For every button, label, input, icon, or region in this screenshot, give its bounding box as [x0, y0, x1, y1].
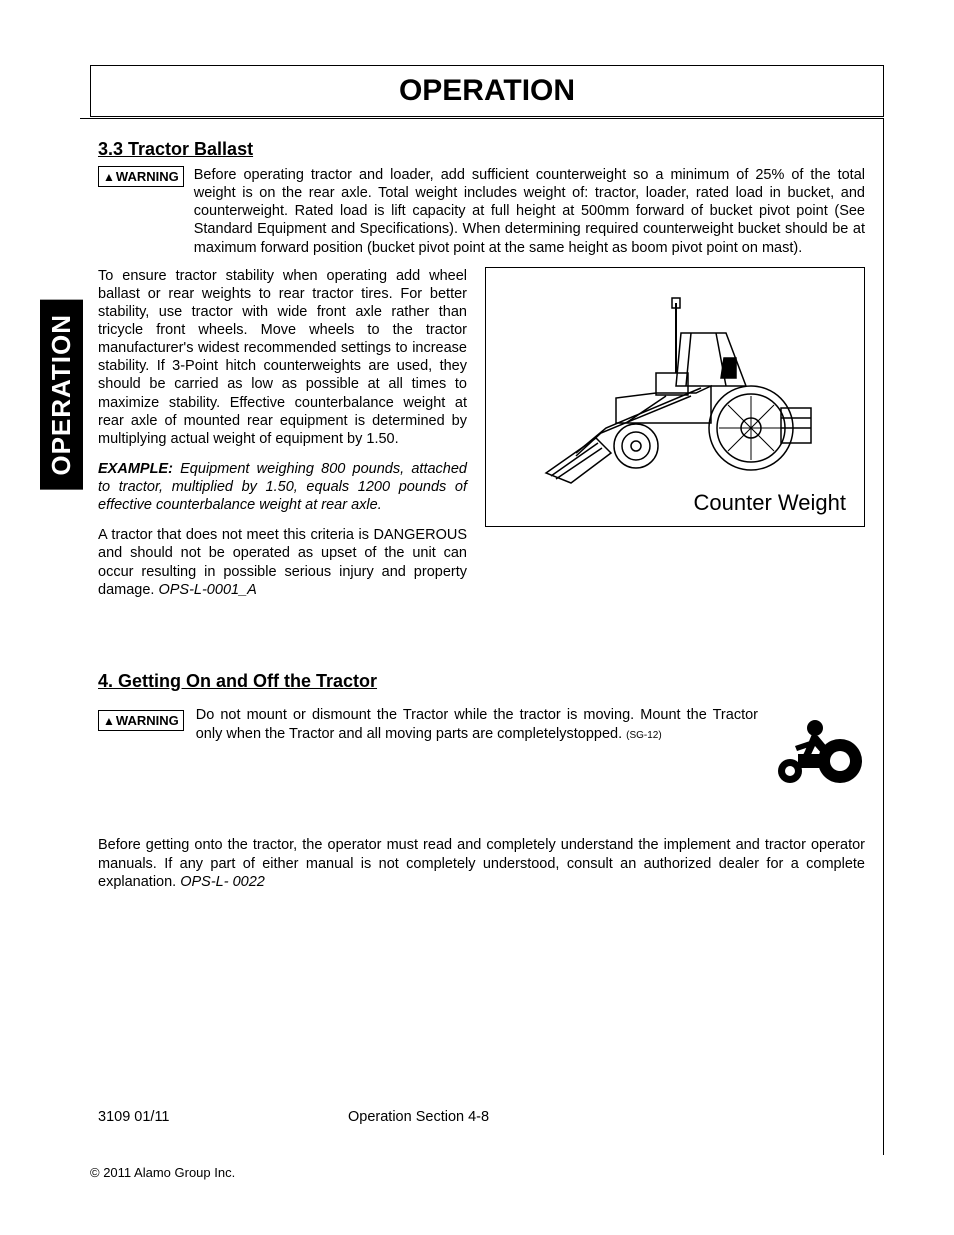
page-footer: 3109 01/11 Operation Section 4-8 [98, 1109, 865, 1125]
paragraph-stability: To ensure tractor stability when operati… [98, 267, 467, 448]
mount-warning-body: Do not mount or dismount the Tractor whi… [196, 707, 758, 743]
mount-tractor-icon [770, 706, 865, 786]
warning-block-1: ▲WARNING Before operating tractor and lo… [98, 166, 865, 257]
section-4: 4. Getting On and Off the Tractor ▲WARNI… [98, 671, 865, 893]
warning-badge: ▲WARNING [98, 166, 184, 187]
mount-warning-ref: (SG-12) [626, 730, 662, 741]
two-column-layout: To ensure tractor stability when operati… [98, 267, 865, 611]
heading-3-3: 3.3 Tractor Ballast [98, 139, 865, 160]
example-label: EXAMPLE: [98, 461, 173, 477]
warning-badge-2: ▲WARNING [98, 710, 184, 731]
page-title-box: OPERATION [90, 65, 884, 117]
footer-docnum: 3109 01/11 [98, 1109, 338, 1125]
warning-label: WARNING [116, 713, 179, 728]
footer-section: Operation Section 4-8 [338, 1109, 865, 1125]
paragraph-danger: A tractor that does not meet this criter… [98, 526, 467, 599]
danger-ref: OPS-L-0001_A [158, 582, 256, 598]
warning-block-2: ▲WARNING Do not mount or dismount the Tr… [98, 706, 865, 786]
warning-label: WARNING [116, 169, 179, 184]
mount-warning-text: Do not mount or dismount the Tractor whi… [196, 706, 758, 745]
paragraph-example: EXAMPLE: Equipment weighing 800 pounds, … [98, 460, 467, 514]
tractor-illustration-icon [526, 278, 826, 488]
manuals-ref: OPS-L- 0022 [180, 874, 265, 890]
figure-tractor: Counter Weight [485, 267, 865, 527]
paragraph-manuals: Before getting onto the tractor, the ope… [98, 836, 865, 893]
copyright-line: © 2011 Alamo Group Inc. [90, 1165, 235, 1180]
content-frame: 3.3 Tractor Ballast ▲WARNING Before oper… [80, 118, 884, 1155]
side-tab-operation: OPERATION [40, 300, 83, 490]
right-column: Counter Weight [485, 267, 865, 611]
intro-paragraph: Before operating tractor and loader, add… [194, 166, 865, 257]
left-column: To ensure tractor stability when operati… [98, 267, 467, 611]
heading-4: 4. Getting On and Off the Tractor [98, 671, 865, 692]
warning-triangle-icon: ▲ [103, 714, 115, 728]
warning-triangle-icon: ▲ [103, 170, 115, 184]
danger-text: A tractor that does not meet this criter… [98, 527, 467, 597]
figure-caption: Counter Weight [694, 490, 846, 516]
page-title: OPERATION [399, 74, 575, 107]
